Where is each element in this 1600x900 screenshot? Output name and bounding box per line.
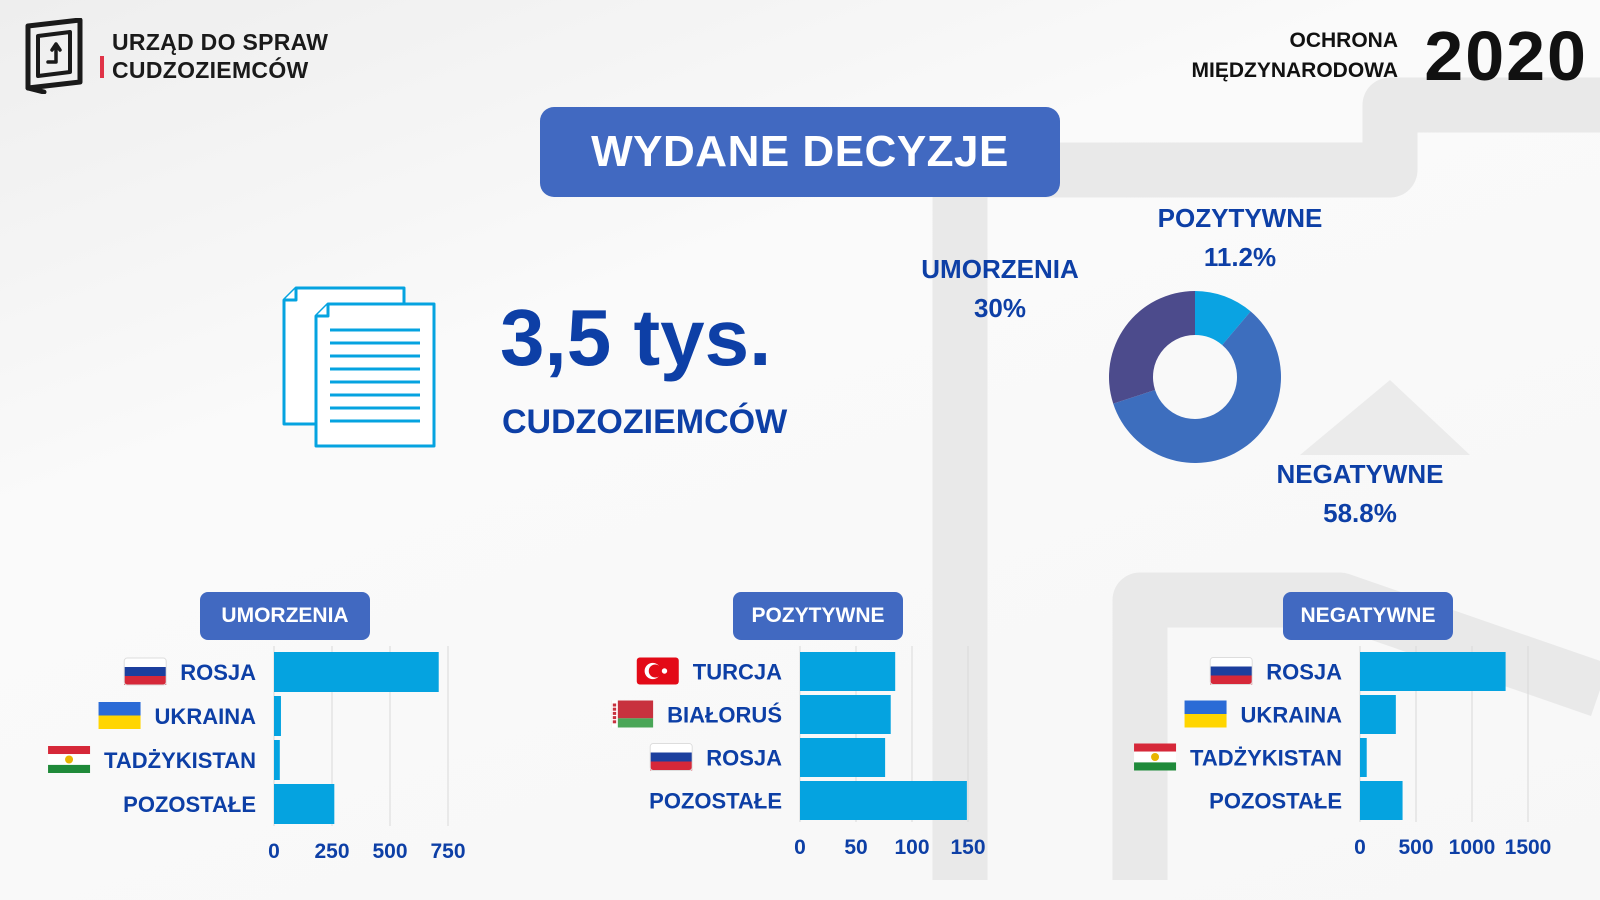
negative-bar-3 [1360,738,1367,777]
positive-bar-chart: TURCJA BIAŁORUŚ ROSJA POZOSTAŁE 0 50 100 150 [611,646,986,859]
positive-category-label: ROSJA [706,746,782,771]
positive-bar-4 [800,781,967,820]
pie-label-positive-name: POZYTYWNE [1157,203,1323,233]
flag-tajikistan-icon [48,746,91,773]
pie-label-negative: NEGATYWNE 58.8% [1260,455,1460,533]
discontinued-tick-label: 750 [430,840,465,863]
page-title: WYDANE DECYZJE [540,107,1060,197]
pie-label-positive: POZYTYWNE 11.2% [1140,199,1340,277]
program-name: OCHRONA MIĘDZYNARODOWA [1192,26,1399,86]
negative-category-label: UKRAINA [1241,703,1343,728]
documents-icon [282,286,436,448]
positive-tick-label: 150 [950,836,985,859]
donut-slice-positive [1195,291,1251,345]
discontinued-tick-label: 250 [314,840,349,863]
pie-label-negative-name: NEGATYWNE [1276,459,1444,489]
negative-tick-label: 1500 [1505,836,1552,859]
negative-category-label: ROSJA [1266,660,1342,685]
positive-bar-3 [800,738,886,777]
flag-russia-icon [123,657,167,686]
office-name-line2: CUDZOZIEMCÓW [112,57,309,83]
negative-tick-label: 1000 [1449,836,1496,859]
discontinued-bar-1 [274,652,439,692]
negative-bar-2 [1360,695,1396,734]
flag-ukraine-icon [98,702,141,729]
flag-russia-icon [1209,657,1253,685]
positive-category-label: POZOSTAŁE [649,789,782,814]
positive-category-label: BIAŁORUŚ [667,703,782,728]
donut-slice-discontinued [1109,291,1195,404]
positive-category-label: TURCJA [693,660,782,685]
program-name-line2: MIĘDZYNARODOWA [1191,59,1399,82]
pie-label-discontinued-pct: 30% [973,293,1027,323]
discontinued-category-label: POZOSTAŁE [123,792,256,817]
total-decisions-value: 3,5 tys. [500,293,772,382]
negative-category-label: TADŻYKISTAN [1190,746,1342,771]
chart-title-positive: POZYTYWNE [733,592,903,640]
logo-red-bar [100,56,104,78]
office-logo-icon [25,18,83,94]
chart-title-negative: NEGATYWNE [1283,592,1453,640]
pie-label-discontinued: UMORZENIA 30% [900,250,1100,328]
pie-label-discontinued-name: UMORZENIA [921,254,1079,284]
discontinued-category-label: ROSJA [180,660,256,685]
chart-title-discontinued: UMORZENIA [200,592,370,640]
pie-label-positive-pct: 11.2% [1203,242,1277,272]
program-name-line1: OCHRONA [1289,29,1399,52]
discontinued-tick-label: 0 [268,840,280,863]
office-name-line1: URZĄD DO SPRAW [112,29,329,55]
negative-tick-label: 500 [1398,836,1433,859]
discontinued-bar-2 [274,696,281,736]
flag-russia-icon [649,743,693,771]
discontinued-bar-4 [274,784,335,824]
flag-tajikistan-icon [1134,743,1177,771]
flag-turkey-icon [636,657,679,685]
discontinued-category-label: UKRAINA [155,704,257,729]
positive-bar-2 [800,695,891,734]
positive-bar-1 [800,652,896,691]
pie-label-negative-pct: 58.8% [1323,498,1397,528]
report-year: 2020 [1424,17,1588,95]
discontinued-category-label: TADŻYKISTAN [104,748,256,773]
positive-tick-label: 0 [794,836,806,859]
negative-category-label: POZOSTAŁE [1209,789,1342,814]
negative-bar-4 [1360,781,1403,820]
donut-slice-negative [1113,311,1281,463]
decisions-donut-chart [1109,291,1281,463]
flag-belarus-icon [611,700,654,728]
discontinued-bar-3 [274,740,280,780]
positive-tick-label: 100 [894,836,929,859]
discontinued-tick-label: 500 [372,840,407,863]
negative-tick-label: 0 [1354,836,1366,859]
negative-bar-1 [1360,652,1506,691]
flag-ukraine-icon [1184,700,1227,728]
positive-tick-label: 50 [844,836,867,859]
negative-bar-chart: ROSJA UKRAINA TADŻYKISTAN POZOSTAŁE 0 500 1000… [1134,646,1552,859]
discontinued-bar-chart: ROSJA UKRAINA TADŻYKISTAN POZOSTAŁE 0 250 500 7… [48,646,466,863]
office-name: URZĄD DO SPRAW CUDZOZIEMCÓW [112,28,328,84]
total-decisions-unit: CUDZOZIEMCÓW [502,403,788,441]
